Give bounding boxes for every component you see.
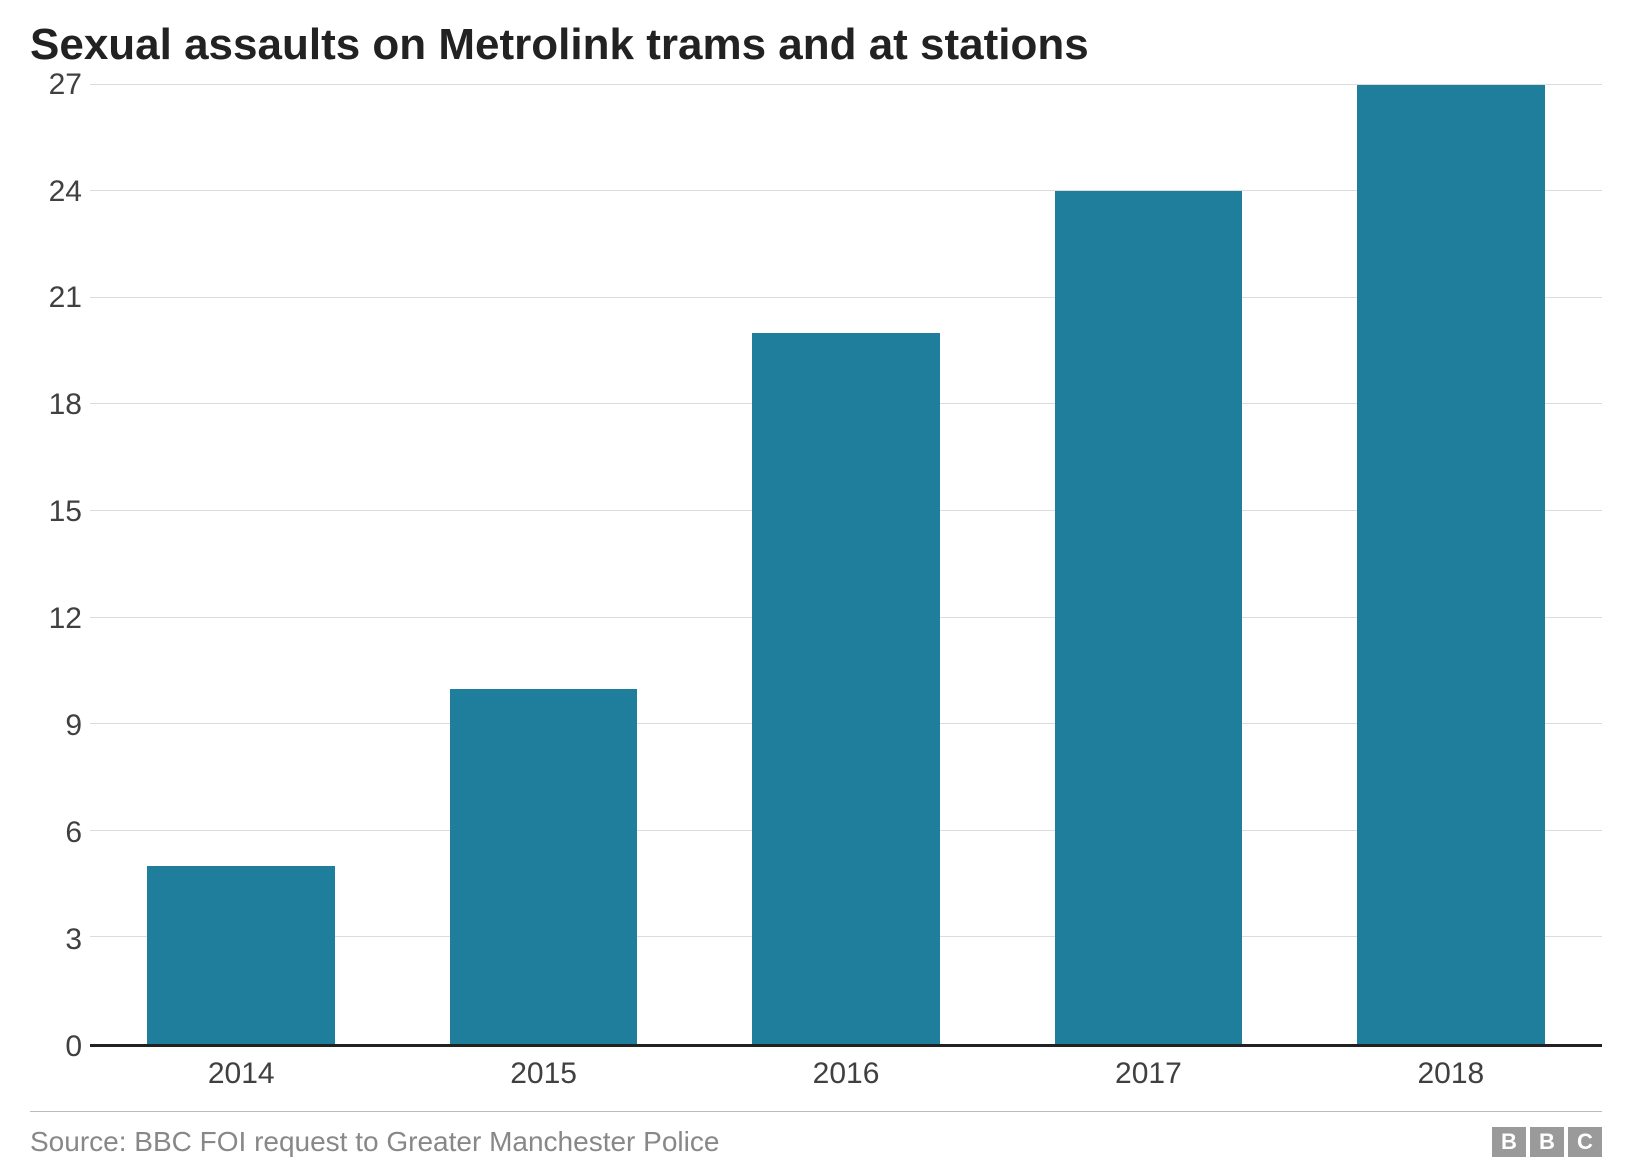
bar — [147, 866, 334, 1044]
chart-area: 0369121518212427 20142015201620172018 — [30, 85, 1602, 1091]
y-tick-label: 9 — [65, 709, 82, 743]
y-tick-label: 3 — [65, 923, 82, 957]
y-tick-label: 12 — [49, 602, 82, 636]
bar-slot — [695, 85, 997, 1044]
x-tick-label: 2016 — [695, 1057, 997, 1091]
x-tick-label: 2017 — [997, 1057, 1299, 1091]
chart-container: Sexual assaults on Metrolink trams and a… — [0, 0, 1632, 1176]
x-axis-labels: 20142015201620172018 — [90, 1057, 1602, 1091]
y-axis: 0369121518212427 — [30, 85, 90, 1047]
y-tick-label: 21 — [49, 281, 82, 315]
y-tick-label: 18 — [49, 388, 82, 422]
x-tick-label: 2018 — [1300, 1057, 1602, 1091]
bbc-logo-letter: B — [1492, 1127, 1526, 1157]
plot — [90, 85, 1602, 1047]
source-text: Source: BBC FOI request to Greater Manch… — [30, 1126, 719, 1158]
bar — [450, 689, 637, 1044]
x-tick-label: 2015 — [392, 1057, 694, 1091]
y-tick-label: 15 — [49, 495, 82, 529]
y-tick-label: 0 — [65, 1030, 82, 1064]
chart-footer: Source: BBC FOI request to Greater Manch… — [30, 1111, 1602, 1158]
y-tick-label: 6 — [65, 816, 82, 850]
x-tick-label: 2014 — [90, 1057, 392, 1091]
bar — [1357, 85, 1544, 1044]
plot-row: 0369121518212427 — [30, 85, 1602, 1047]
chart-title: Sexual assaults on Metrolink trams and a… — [30, 20, 1602, 71]
y-tick-label: 27 — [49, 68, 82, 102]
bbc-logo-letter: C — [1568, 1127, 1602, 1157]
bars-group — [90, 85, 1602, 1044]
bbc-logo-letter: B — [1530, 1127, 1564, 1157]
y-tick-label: 24 — [49, 175, 82, 209]
bbc-logo: B B C — [1492, 1127, 1602, 1157]
bar-slot — [90, 85, 392, 1044]
bar-slot — [1300, 85, 1602, 1044]
bar-slot — [392, 85, 694, 1044]
bar-slot — [997, 85, 1299, 1044]
x-axis-row: 20142015201620172018 — [30, 1047, 1602, 1091]
bar — [752, 333, 939, 1044]
bar — [1055, 191, 1242, 1044]
